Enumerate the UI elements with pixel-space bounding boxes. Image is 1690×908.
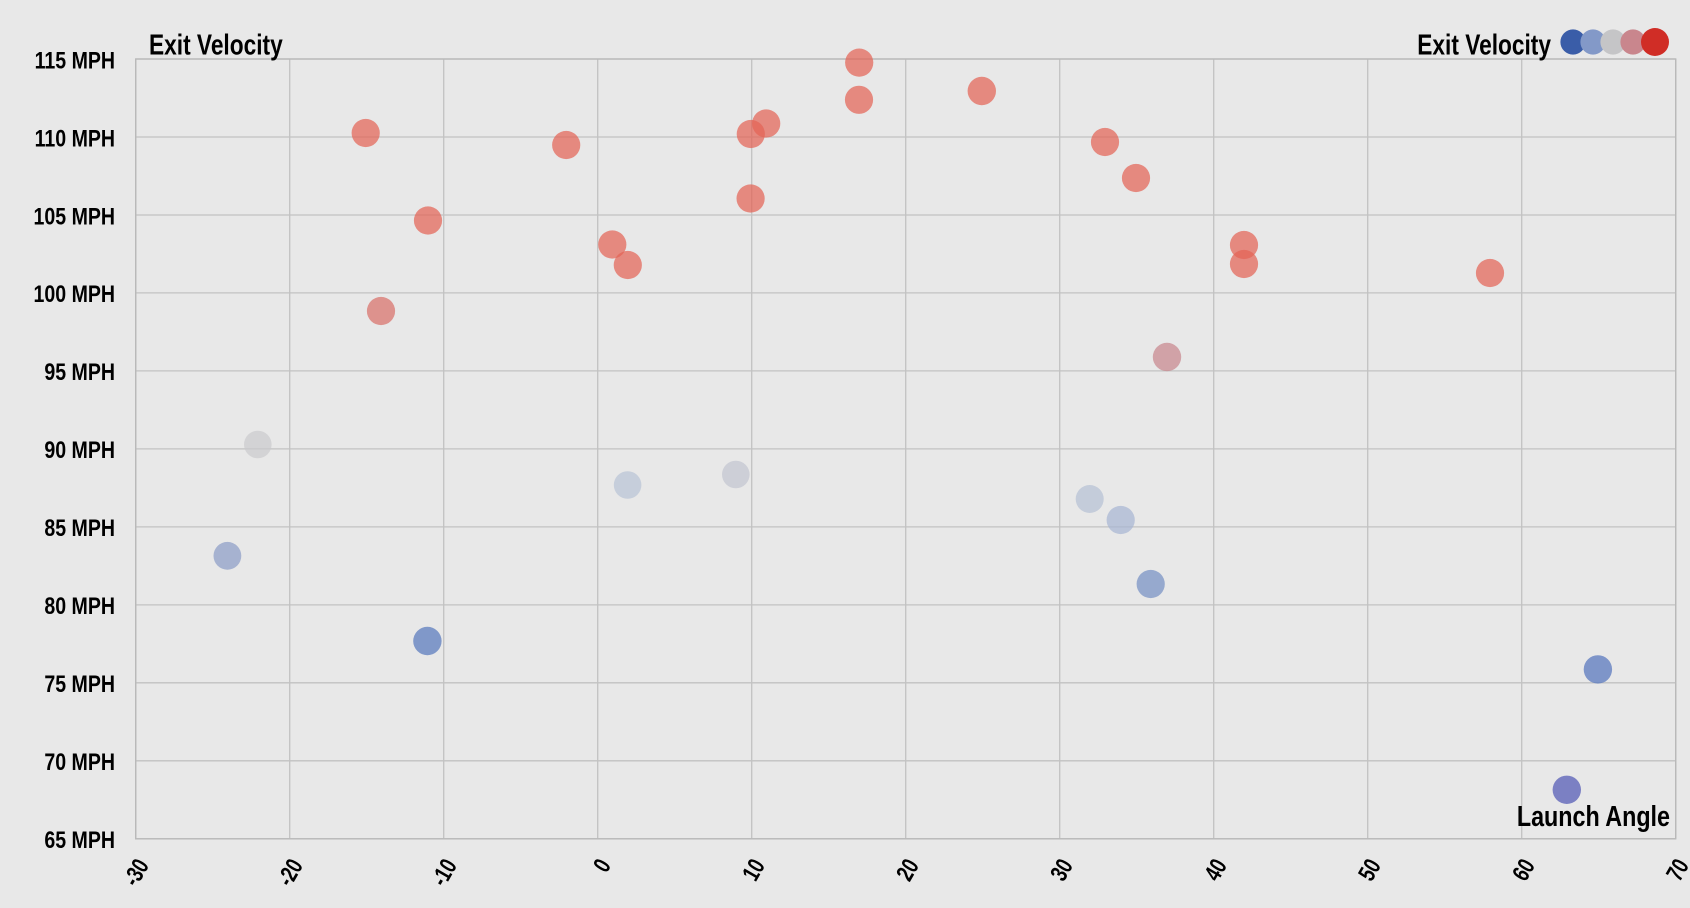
svg-text:110 MPH: 110 MPH [35,124,115,151]
svg-text:Exit Velocity: Exit Velocity [149,28,283,61]
svg-text:105 MPH: 105 MPH [34,202,115,229]
svg-text:70 MPH: 70 MPH [44,748,115,775]
svg-text:115 MPH: 115 MPH [35,46,115,73]
svg-text:75 MPH: 75 MPH [44,670,115,697]
svg-text:Exit Velocity: Exit Velocity [1417,28,1551,61]
svg-text:80 MPH: 80 MPH [44,592,115,619]
svg-text:85 MPH: 85 MPH [44,514,115,541]
svg-text:65 MPH: 65 MPH [44,826,115,853]
svg-text:Launch Angle: Launch Angle [1517,800,1670,833]
svg-text:90 MPH: 90 MPH [44,436,115,463]
svg-text:95 MPH: 95 MPH [44,358,115,385]
svg-text:100 MPH: 100 MPH [34,280,115,307]
